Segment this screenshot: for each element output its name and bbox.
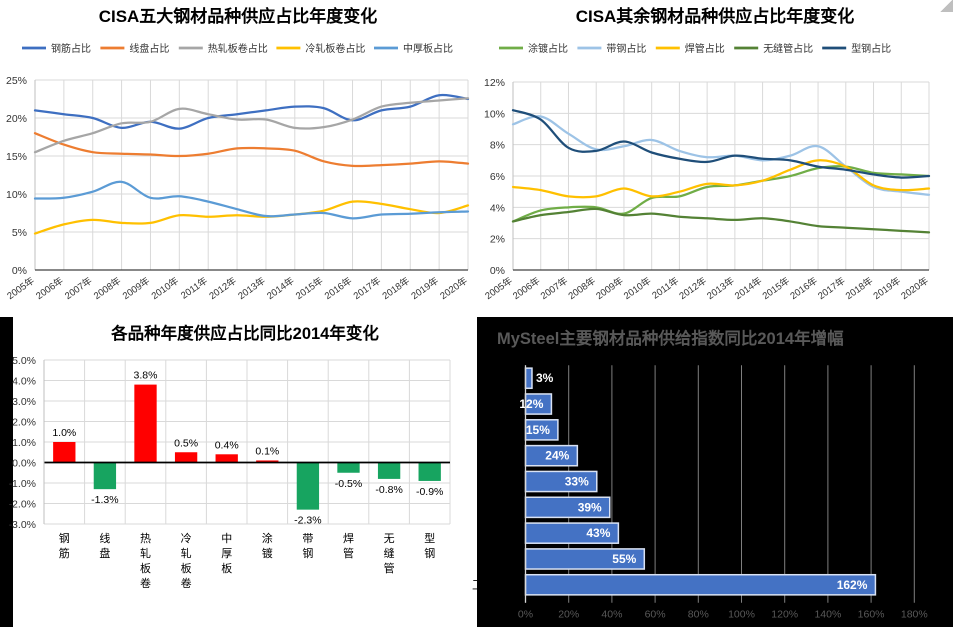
svg-text:80%: 80%: [688, 609, 709, 621]
svg-text:钢筋占比: 钢筋占比: [51, 42, 91, 55]
svg-text:120%: 120%: [771, 609, 798, 621]
svg-text:15%: 15%: [6, 151, 27, 163]
svg-text:缝: 缝: [384, 546, 395, 560]
svg-text:2%: 2%: [490, 234, 505, 246]
svg-text:1.0%: 1.0%: [52, 427, 76, 439]
svg-text:10%: 10%: [6, 189, 27, 201]
svg-text:3.0%: 3.0%: [12, 396, 36, 408]
svg-text:中: 中: [221, 532, 232, 545]
svg-text:2.0%: 2.0%: [12, 417, 36, 429]
svg-text:MySteel主要钢材品种供给指数同比2014年增幅: MySteel主要钢材品种供给指数同比2014年增幅: [497, 328, 844, 348]
svg-text:筋: 筋: [59, 546, 70, 560]
svg-text:5.0%: 5.0%: [12, 355, 36, 367]
svg-text:无缝管占比: 无缝管占比: [763, 42, 813, 55]
svg-text:卷: 卷: [140, 576, 151, 590]
svg-text:-2.0%: -2.0%: [9, 499, 36, 511]
svg-text:-0.5%: -0.5%: [335, 478, 362, 490]
svg-text:4%: 4%: [490, 202, 505, 214]
svg-text:8%: 8%: [490, 140, 505, 152]
svg-text:60%: 60%: [645, 609, 666, 621]
svg-text:焊: 焊: [343, 531, 354, 545]
svg-text:0.5%: 0.5%: [174, 437, 198, 449]
svg-text:39%: 39%: [578, 500, 602, 514]
svg-text:焊管占比: 焊管占比: [685, 42, 725, 55]
svg-text:160%: 160%: [858, 609, 885, 621]
svg-text:180%: 180%: [901, 609, 928, 621]
svg-text:3.8%: 3.8%: [134, 370, 158, 382]
svg-text:-0.8%: -0.8%: [375, 484, 402, 496]
svg-text:6%: 6%: [490, 171, 505, 183]
svg-text:涂: 涂: [262, 531, 273, 545]
svg-text:钢: 钢: [59, 532, 70, 545]
svg-text:-3.0%: -3.0%: [9, 519, 36, 531]
svg-text:40%: 40%: [601, 609, 622, 621]
svg-text:无: 无: [384, 533, 395, 545]
svg-text:-1.0%: -1.0%: [9, 478, 36, 490]
svg-text:中厚板占比: 中厚板占比: [403, 42, 453, 55]
svg-text:线盘占比: 线盘占比: [129, 42, 169, 55]
svg-text:24%: 24%: [545, 449, 569, 463]
svg-text:镀: 镀: [262, 546, 273, 560]
svg-text:15%: 15%: [526, 423, 550, 437]
svg-text:各品种年度供应占比同比2014年变化: 各品种年度供应占比同比2014年变化: [110, 323, 379, 343]
svg-text:板: 板: [181, 561, 192, 575]
svg-text:冷轧板卷占比: 冷轧板卷占比: [305, 42, 365, 55]
svg-text:33%: 33%: [565, 475, 589, 489]
svg-text:厚: 厚: [221, 547, 232, 560]
svg-text:3%: 3%: [536, 371, 554, 385]
svg-text:带: 带: [302, 532, 313, 545]
svg-text:20%: 20%: [558, 609, 579, 621]
svg-text:卷: 卷: [181, 576, 192, 590]
svg-text:10%: 10%: [484, 108, 505, 120]
svg-text:0%: 0%: [490, 265, 505, 277]
svg-text:100%: 100%: [728, 609, 755, 621]
svg-text:板: 板: [221, 561, 232, 575]
svg-text:板: 板: [140, 561, 151, 575]
svg-text:140%: 140%: [814, 609, 841, 621]
svg-text:盘: 盘: [99, 546, 110, 560]
svg-text:0%: 0%: [12, 265, 27, 277]
svg-text:轧: 轧: [140, 546, 151, 560]
svg-text:钢: 钢: [424, 547, 435, 560]
svg-text:20%: 20%: [6, 113, 27, 125]
svg-text:12%: 12%: [519, 397, 543, 411]
svg-text:钢: 钢: [302, 547, 313, 560]
svg-text:-0.9%: -0.9%: [416, 486, 443, 498]
svg-text:4.0%: 4.0%: [12, 376, 36, 388]
svg-text:热: 热: [140, 532, 151, 545]
svg-text:0%: 0%: [518, 609, 533, 621]
svg-text:12%: 12%: [484, 77, 505, 89]
svg-text:162%: 162%: [837, 578, 868, 592]
svg-text:轧: 轧: [181, 546, 192, 560]
svg-text:25%: 25%: [6, 75, 27, 87]
svg-text:CISA其余钢材品种供应占比年度变化: CISA其余钢材品种供应占比年度变化: [576, 6, 855, 26]
svg-text:型钢占比: 型钢占比: [851, 42, 891, 55]
svg-text:55%: 55%: [612, 552, 636, 566]
svg-text:0.1%: 0.1%: [255, 445, 279, 457]
svg-text:涂镀占比: 涂镀占比: [528, 42, 568, 55]
svg-text:0.4%: 0.4%: [215, 439, 239, 451]
svg-text:管: 管: [343, 546, 354, 560]
svg-text:43%: 43%: [586, 526, 610, 540]
svg-text:1.0%: 1.0%: [12, 437, 36, 449]
svg-text:0.0%: 0.0%: [12, 458, 36, 470]
svg-text:线: 线: [99, 531, 110, 545]
svg-text:-1.3%: -1.3%: [91, 494, 118, 506]
svg-text:管: 管: [384, 561, 395, 575]
svg-text:CISA五大钢材品种供应占比年度变化: CISA五大钢材品种供应占比年度变化: [99, 6, 378, 26]
svg-text:带钢占比: 带钢占比: [606, 42, 646, 55]
svg-text:-2.3%: -2.3%: [294, 515, 321, 527]
svg-text:型: 型: [424, 531, 435, 545]
svg-text:5%: 5%: [12, 227, 27, 239]
svg-text:热轧板卷占比: 热轧板卷占比: [208, 42, 268, 55]
svg-text:冷: 冷: [181, 532, 192, 545]
